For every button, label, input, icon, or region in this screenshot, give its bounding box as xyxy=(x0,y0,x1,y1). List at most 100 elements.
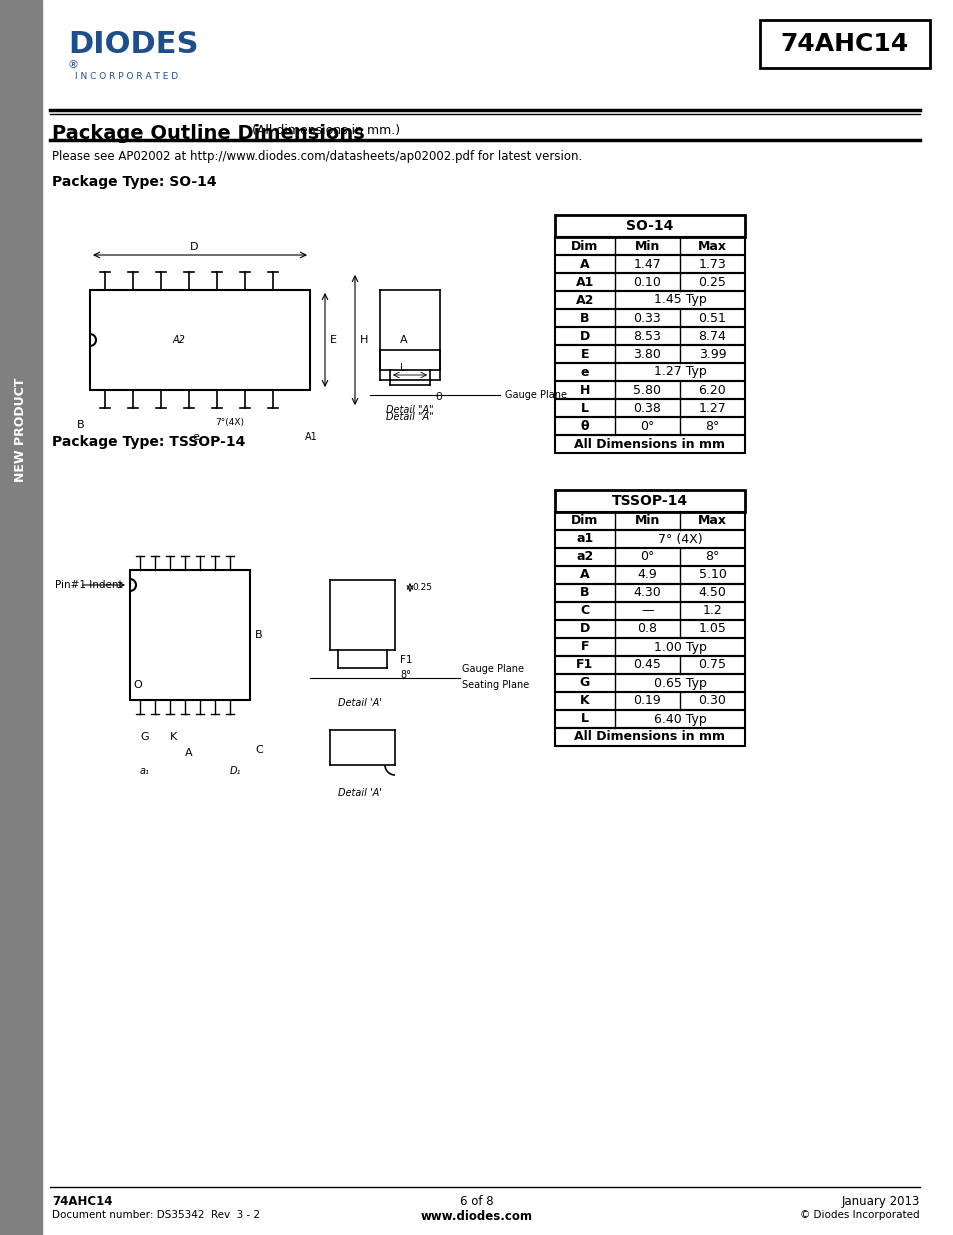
Text: θ: θ xyxy=(580,420,589,432)
Text: 0.38: 0.38 xyxy=(633,401,660,415)
Text: Max: Max xyxy=(698,515,726,527)
Text: B: B xyxy=(579,311,589,325)
Text: 8°: 8° xyxy=(704,551,719,563)
Text: B: B xyxy=(77,420,85,430)
Text: A: A xyxy=(579,568,589,582)
Text: 1.45 Typ: 1.45 Typ xyxy=(653,294,705,306)
Text: 0.75: 0.75 xyxy=(698,658,726,672)
Bar xyxy=(555,710,744,727)
Text: 0.8: 0.8 xyxy=(637,622,657,636)
Bar xyxy=(555,530,744,548)
Text: F: F xyxy=(580,641,589,653)
Text: Dim: Dim xyxy=(571,240,598,252)
Text: www.diodes.com: www.diodes.com xyxy=(420,1210,533,1223)
Text: 8°: 8° xyxy=(399,671,411,680)
Bar xyxy=(555,254,744,273)
Text: 7°(4X): 7°(4X) xyxy=(214,417,244,426)
Text: —: — xyxy=(640,604,653,618)
Bar xyxy=(555,273,744,291)
Text: © Diodes Incorporated: © Diodes Incorporated xyxy=(800,1210,919,1220)
Text: E: E xyxy=(330,335,336,345)
Bar xyxy=(555,692,744,710)
Bar xyxy=(555,601,744,620)
Text: D₁: D₁ xyxy=(230,766,241,776)
Bar xyxy=(555,490,744,513)
Text: 3.80: 3.80 xyxy=(633,347,660,361)
Text: Package Type: TSSOP-14: Package Type: TSSOP-14 xyxy=(52,435,245,450)
Text: Detail "A": Detail "A" xyxy=(386,412,434,422)
Text: A: A xyxy=(399,335,407,345)
Text: G: G xyxy=(140,732,149,742)
Text: 7° (4X): 7° (4X) xyxy=(657,532,701,546)
Text: B: B xyxy=(579,587,589,599)
Bar xyxy=(555,345,744,363)
Text: 4.30: 4.30 xyxy=(633,587,660,599)
Text: All Dimensions in mm: All Dimensions in mm xyxy=(574,730,724,743)
Text: 4.50: 4.50 xyxy=(698,587,725,599)
Text: a2: a2 xyxy=(576,551,593,563)
Text: 0.25: 0.25 xyxy=(412,583,432,592)
Text: K: K xyxy=(579,694,589,708)
Text: Document number: DS35342  Rev  3 - 2: Document number: DS35342 Rev 3 - 2 xyxy=(52,1210,260,1220)
Text: C: C xyxy=(254,745,262,755)
Text: January 2013: January 2013 xyxy=(841,1195,919,1208)
Bar xyxy=(555,417,744,435)
Text: TSSOP-14: TSSOP-14 xyxy=(611,494,687,508)
Text: 1.2: 1.2 xyxy=(702,604,721,618)
Text: A2: A2 xyxy=(576,294,594,306)
Text: 1.27: 1.27 xyxy=(698,401,725,415)
Text: B: B xyxy=(254,630,262,640)
Text: 6.40 Typ: 6.40 Typ xyxy=(653,713,705,725)
Text: Dim: Dim xyxy=(571,515,598,527)
Text: 5.80: 5.80 xyxy=(633,384,660,396)
Text: e: e xyxy=(192,432,198,442)
Text: Min: Min xyxy=(634,240,659,252)
Text: Gauge Plane: Gauge Plane xyxy=(504,390,566,400)
Text: G: G xyxy=(579,677,590,689)
Text: SO-14: SO-14 xyxy=(626,219,673,233)
Text: 0.25: 0.25 xyxy=(698,275,725,289)
Text: 0.45: 0.45 xyxy=(633,658,660,672)
Text: K: K xyxy=(170,732,177,742)
Bar xyxy=(130,571,250,700)
Bar xyxy=(555,620,744,638)
Bar xyxy=(555,309,744,327)
Text: Detail "A": Detail "A" xyxy=(386,405,434,415)
Text: H: H xyxy=(579,384,590,396)
Text: F1: F1 xyxy=(399,655,412,664)
Text: H: H xyxy=(359,335,368,345)
Text: 8.74: 8.74 xyxy=(698,330,725,342)
Bar xyxy=(555,727,744,746)
Text: 8.53: 8.53 xyxy=(633,330,660,342)
Text: A: A xyxy=(185,748,193,758)
Text: DIODES: DIODES xyxy=(68,30,198,59)
Text: 74AHC14: 74AHC14 xyxy=(52,1195,112,1208)
Text: D: D xyxy=(579,622,590,636)
Bar xyxy=(555,584,744,601)
Text: C: C xyxy=(579,604,589,618)
Text: 0.51: 0.51 xyxy=(698,311,725,325)
Bar xyxy=(555,548,744,566)
Text: 6.20: 6.20 xyxy=(698,384,725,396)
Bar xyxy=(555,215,744,237)
Bar xyxy=(555,674,744,692)
Text: 1.05: 1.05 xyxy=(698,622,725,636)
Text: 0.33: 0.33 xyxy=(633,311,660,325)
Text: Package Type: SO-14: Package Type: SO-14 xyxy=(52,175,216,189)
Text: NEW PRODUCT: NEW PRODUCT xyxy=(14,378,28,482)
Text: 74AHC14: 74AHC14 xyxy=(781,32,908,56)
Text: Seating Plane: Seating Plane xyxy=(461,680,529,690)
Text: A1: A1 xyxy=(305,432,317,442)
Bar xyxy=(555,435,744,453)
Text: 4.9: 4.9 xyxy=(637,568,657,582)
Text: 0°: 0° xyxy=(639,420,654,432)
Text: Package Outline Dimensions: Package Outline Dimensions xyxy=(52,124,364,143)
Text: Detail 'A': Detail 'A' xyxy=(337,788,381,798)
Text: Detail 'A': Detail 'A' xyxy=(337,698,381,708)
Text: 1.73: 1.73 xyxy=(698,258,725,270)
Text: Max: Max xyxy=(698,240,726,252)
Text: (All dimensions in mm.): (All dimensions in mm.) xyxy=(252,124,399,137)
Text: 0.65 Typ: 0.65 Typ xyxy=(653,677,706,689)
Text: E: E xyxy=(580,347,589,361)
Text: 3.99: 3.99 xyxy=(698,347,725,361)
